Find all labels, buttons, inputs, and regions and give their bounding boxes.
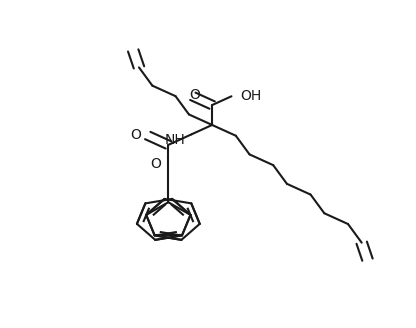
Text: O: O [131, 128, 141, 142]
Text: O: O [150, 156, 161, 171]
Text: NH: NH [165, 133, 185, 147]
Text: OH: OH [240, 89, 262, 103]
Text: O: O [189, 88, 201, 102]
